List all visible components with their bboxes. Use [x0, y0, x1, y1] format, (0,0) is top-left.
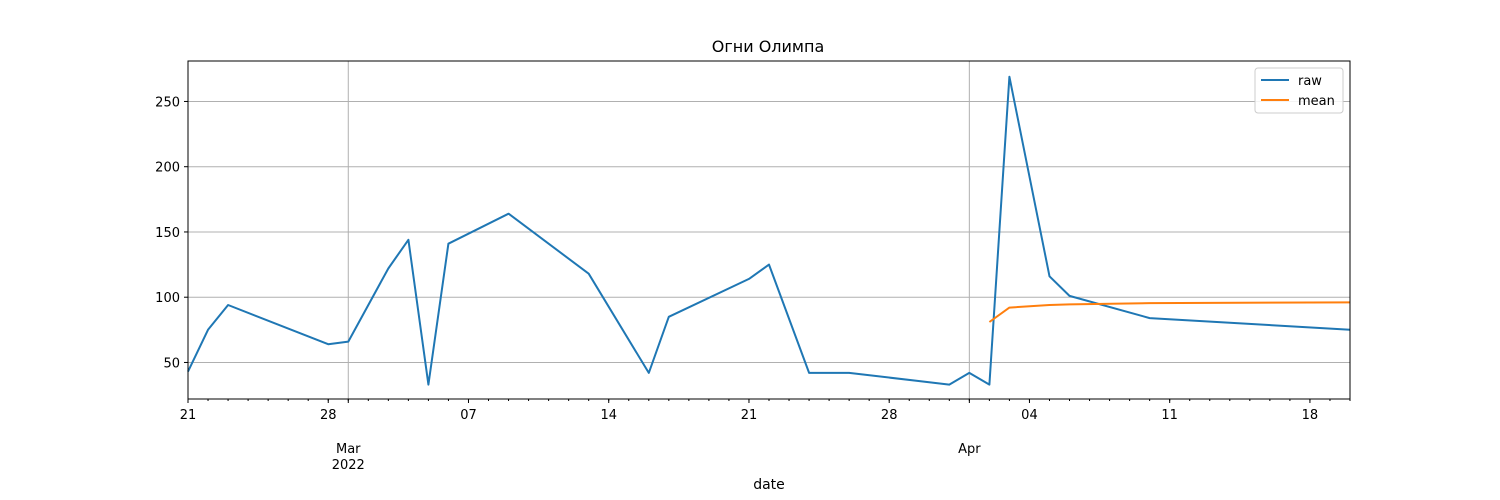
data-point-raw — [968, 372, 970, 374]
legend-label-raw: raw — [1298, 74, 1322, 89]
data-point-raw — [387, 268, 389, 270]
legend: raw mean — [1254, 67, 1344, 114]
data-point-raw — [427, 384, 429, 386]
data-point-raw — [848, 372, 850, 374]
x-axis-title: date — [753, 477, 785, 493]
data-point-raw — [648, 372, 650, 374]
data-point-raw — [447, 243, 449, 245]
x-tick-label: 28 — [881, 408, 898, 423]
y-tick-label: 100 — [155, 291, 180, 306]
data-point-raw — [768, 264, 770, 266]
y-tick-label: 200 — [155, 161, 180, 176]
y-tick-labels: 50 100 150 200 250 — [155, 95, 180, 371]
data-point-mean — [1049, 304, 1051, 306]
data-point-mean — [1149, 302, 1151, 304]
series-line-mean — [988, 301, 1351, 323]
x-tick-label: 18 — [1302, 408, 1319, 423]
data-point-mean — [1069, 303, 1071, 305]
legend-label-mean: mean — [1298, 94, 1335, 109]
x-tick-label: 14 — [600, 408, 617, 423]
data-point-raw — [407, 239, 409, 241]
axis-ticks — [184, 100, 1351, 403]
chart-title: Огни Олимпа — [712, 37, 825, 56]
grid-lines — [188, 61, 1350, 399]
data-point-raw — [227, 304, 229, 306]
series-raw — [187, 75, 1351, 386]
series-mean — [988, 301, 1351, 323]
series-lines — [187, 75, 1351, 386]
data-point-raw — [588, 273, 590, 275]
x-tick-label: Apr — [958, 442, 981, 457]
x-tick-label: 07 — [460, 408, 477, 423]
data-point-raw — [808, 372, 810, 374]
x-tick-label: 21 — [741, 408, 758, 423]
y-tick-label: 50 — [163, 356, 180, 371]
series-line-raw — [187, 75, 1351, 386]
x-tick-label: 11 — [1161, 408, 1178, 423]
data-point-raw — [508, 213, 510, 215]
x-tick-label: Mar — [336, 442, 361, 457]
x-tick-label: 21 — [180, 408, 197, 423]
x-tick-label: 28 — [320, 408, 337, 423]
data-point-mean — [988, 321, 990, 323]
y-tick-label: 150 — [155, 226, 180, 241]
data-point-raw — [988, 384, 990, 386]
data-point-raw — [748, 278, 750, 280]
y-tick-label: 250 — [155, 95, 180, 110]
data-point-raw — [1069, 295, 1071, 297]
data-point-raw — [327, 343, 329, 345]
data-point-raw — [207, 329, 209, 331]
x-tick-sublabel: 2022 — [332, 458, 365, 473]
data-point-raw — [347, 341, 349, 343]
x-tick-label: 04 — [1021, 408, 1038, 423]
data-point-raw — [1008, 76, 1010, 78]
data-point-raw — [668, 316, 670, 318]
data-point-raw — [1149, 317, 1151, 319]
data-point-mean — [1008, 307, 1010, 309]
data-point-raw — [948, 384, 950, 386]
data-point-raw — [1049, 275, 1051, 277]
